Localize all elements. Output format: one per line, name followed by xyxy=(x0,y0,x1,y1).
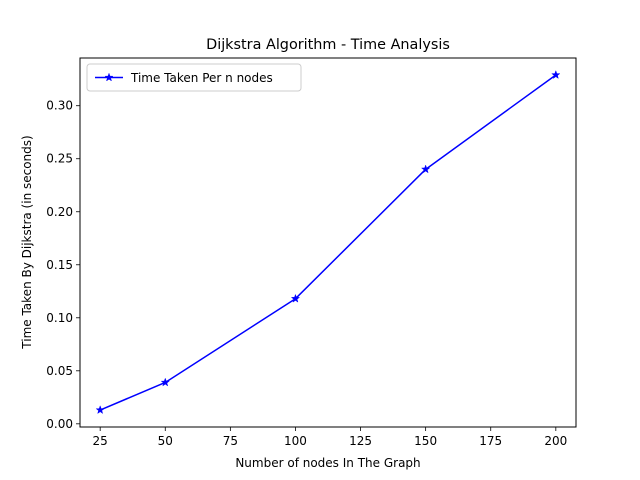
x-tick-label: 150 xyxy=(414,434,437,448)
series-layer xyxy=(95,70,561,415)
y-axis-label: Time Taken By Dijkstra (in seconds) xyxy=(20,135,34,349)
legend: Time Taken Per n nodes xyxy=(86,63,302,92)
x-axis-label: Number of nodes In The Graph xyxy=(235,456,420,470)
x-axis: 25 50 75 100 125 150 175 200 xyxy=(93,427,567,448)
x-tick-label: 125 xyxy=(349,434,372,448)
y-tick-label: 0.15 xyxy=(46,258,73,272)
y-axis: 0.00 0.05 0.10 0.15 0.20 0.25 0.30 xyxy=(46,99,80,431)
legend-marker xyxy=(104,72,114,82)
y-tick-label: 0.05 xyxy=(46,364,73,378)
y-tick-label: 0.20 xyxy=(46,205,73,219)
x-tick-label: 75 xyxy=(223,434,238,448)
data-point-marker xyxy=(551,70,561,79)
y-tick-label: 0.30 xyxy=(46,99,73,113)
y-tick-label: 0.10 xyxy=(46,311,73,325)
y-tick-label: 0.00 xyxy=(46,417,73,431)
chart-title: Dijkstra Algorithm - Time Analysis xyxy=(206,37,450,53)
data-point-marker xyxy=(95,405,105,415)
x-tick-label: 50 xyxy=(158,434,173,448)
x-tick-label: 25 xyxy=(93,434,108,448)
legend-box xyxy=(86,63,302,92)
x-tick-label: 100 xyxy=(284,434,307,448)
x-tick-label: 175 xyxy=(479,434,502,448)
data-point-marker xyxy=(290,293,301,303)
legend-label: Time Taken Per n nodes xyxy=(130,71,273,85)
data-point-marker xyxy=(420,164,431,174)
data-point-marker xyxy=(160,377,170,387)
x-tick-label: 200 xyxy=(544,434,567,448)
y-tick-label: 0.25 xyxy=(46,152,73,166)
